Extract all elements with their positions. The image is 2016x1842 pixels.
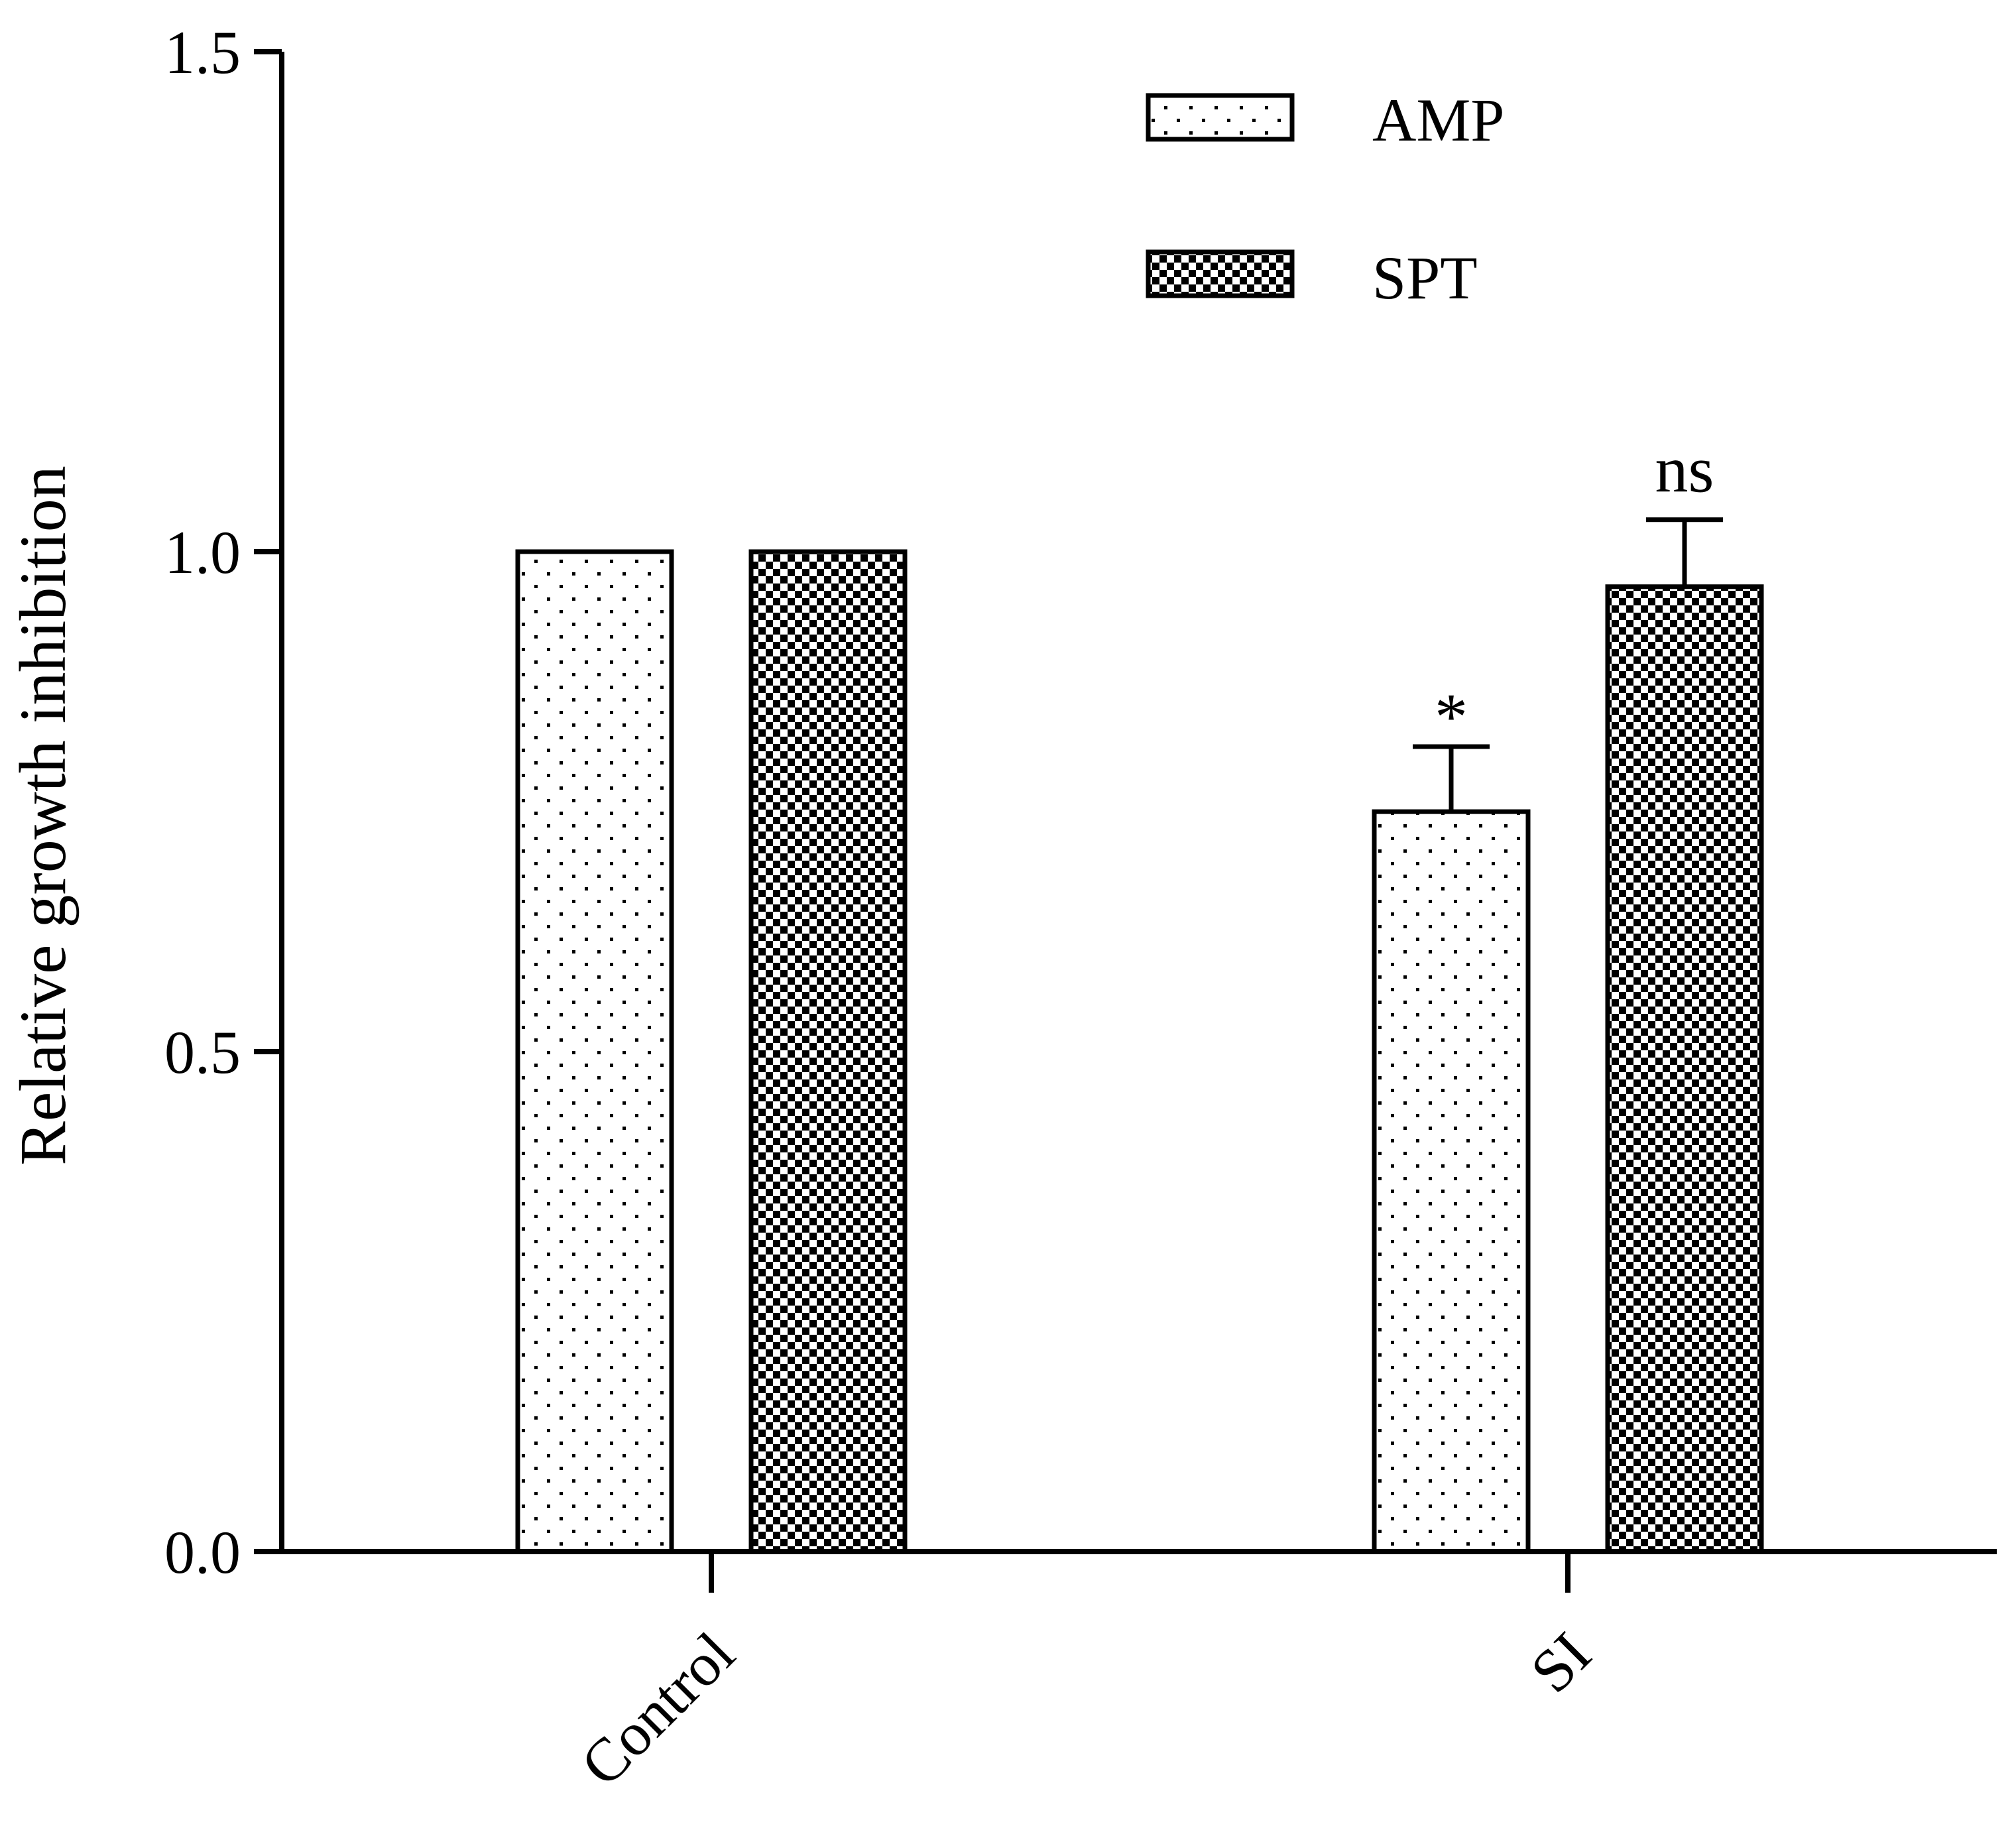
x-tick-label: SI [1517, 1619, 1604, 1705]
y-ticks-layer: 0.0 0.5 1.0 1.5 [164, 19, 282, 1586]
x-ticks-layer: Control SI [567, 1552, 1604, 1799]
legend-swatch-amp [1146, 93, 1295, 142]
y-tick-label: 0.5 [164, 1018, 241, 1086]
error-bars-layer [1413, 517, 1723, 812]
x-tick-label-group: Control [567, 1619, 747, 1799]
legend-label-amp: AMP [1372, 86, 1504, 154]
annotations-layer: * ns [1435, 433, 1714, 753]
bar-spt-control [748, 549, 908, 1554]
y-tick-label: 0.0 [164, 1518, 241, 1586]
y-tick-label: 1.0 [164, 519, 241, 586]
legend-swatch-spt [1146, 249, 1295, 298]
bars-layer [515, 549, 1764, 1554]
significance-label: ns [1655, 433, 1714, 507]
y-axis-title: Relative growth inhibition [6, 465, 80, 1165]
significance-label: * [1435, 680, 1468, 753]
y-tick-label: 1.5 [164, 19, 241, 86]
bar-amp-si [1372, 809, 1531, 1554]
bar-spt-si [1605, 584, 1764, 1554]
legend: AMP SPT [1146, 86, 1504, 312]
x-tick-label: Control [567, 1619, 747, 1799]
legend-label-spt: SPT [1372, 244, 1478, 312]
bar-amp-control [515, 549, 674, 1554]
x-tick-label-group: SI [1517, 1619, 1604, 1705]
y-axis-title-group: Relative growth inhibition [6, 465, 80, 1165]
